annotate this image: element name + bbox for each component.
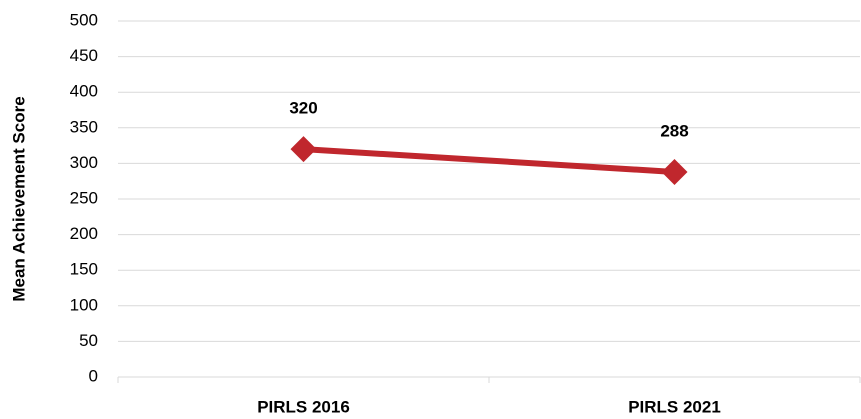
data-label: 320 <box>289 99 317 118</box>
y-tick-label: 150 <box>70 260 98 279</box>
y-tick-label: 500 <box>70 10 98 29</box>
y-tick-label: 250 <box>70 188 98 207</box>
y-axis-label: Mean Achievement Score <box>9 96 28 301</box>
y-tick-label: 200 <box>70 224 98 243</box>
marker <box>661 158 688 185</box>
x-tick-label: PIRLS 2021 <box>628 397 721 416</box>
line <box>303 146 675 175</box>
y-tick-label: 0 <box>89 366 98 385</box>
y-tick-label: 50 <box>79 331 98 350</box>
data-label: 288 <box>660 121 688 140</box>
y-tick-label: 300 <box>70 153 98 172</box>
y-tick-label: 350 <box>70 117 98 136</box>
y-tick-label: 100 <box>70 295 98 314</box>
y-tick-label: 450 <box>70 46 98 65</box>
marker <box>290 136 317 163</box>
y-tick-label: 400 <box>70 82 98 101</box>
x-tick-label: PIRLS 2016 <box>257 397 350 416</box>
